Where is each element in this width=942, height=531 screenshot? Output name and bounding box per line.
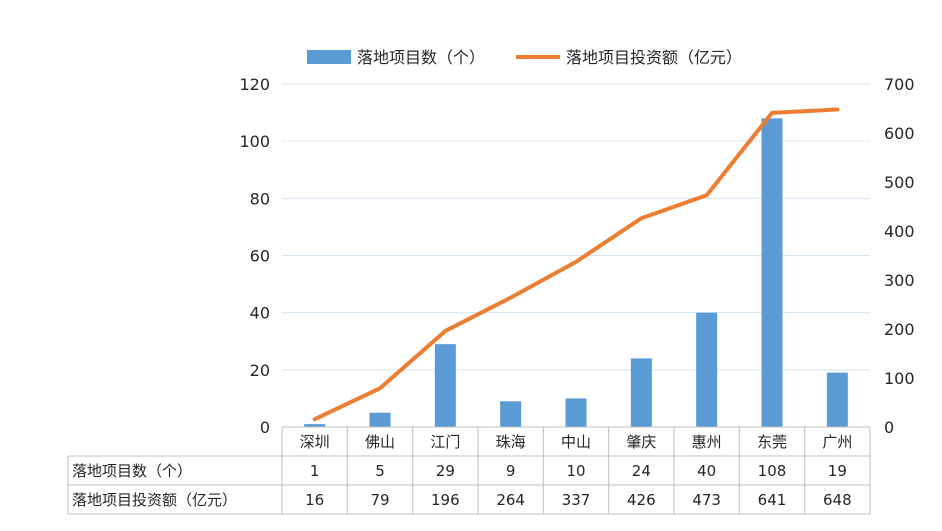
bar xyxy=(565,398,587,427)
bar xyxy=(304,424,326,427)
table-cell: 5 xyxy=(375,462,385,480)
bar xyxy=(630,358,652,427)
bar-series xyxy=(304,118,848,428)
category-label: 深圳 xyxy=(300,433,330,451)
right-tick-label: 500 xyxy=(884,173,915,192)
category-label: 广州 xyxy=(822,433,852,451)
right-y-axis: 0 100 200 300 400 500 600 700 xyxy=(884,75,915,437)
table-cell: 648 xyxy=(823,491,852,509)
table-cell: 641 xyxy=(758,491,787,509)
category-label: 东莞 xyxy=(757,433,787,451)
table-cell: 337 xyxy=(562,491,591,509)
left-tick-label: 0 xyxy=(260,418,270,437)
category-label: 珠海 xyxy=(496,433,526,451)
table-cell: 108 xyxy=(758,462,787,480)
right-tick-label: 200 xyxy=(884,320,915,339)
legend-bar-swatch xyxy=(307,50,351,64)
line-series xyxy=(312,107,840,422)
table-cell: 196 xyxy=(431,491,460,509)
table-cell: 473 xyxy=(692,491,721,509)
left-tick-label: 20 xyxy=(250,361,270,380)
table-cell: 29 xyxy=(436,462,455,480)
left-tick-label: 100 xyxy=(239,132,270,151)
right-tick-label: 300 xyxy=(884,271,915,290)
bar xyxy=(696,312,718,427)
left-y-axis: 0 20 40 60 80 100 120 xyxy=(239,75,270,437)
table-cell: 264 xyxy=(496,491,525,509)
category-label: 佛山 xyxy=(365,433,395,451)
right-tick-label: 700 xyxy=(884,75,915,94)
category-label: 中山 xyxy=(561,433,591,451)
bar xyxy=(434,344,456,427)
table-cell: 1 xyxy=(310,462,320,480)
category-label: 江门 xyxy=(430,433,460,451)
table-cell: 24 xyxy=(632,462,651,480)
table-cell: 19 xyxy=(828,462,847,480)
right-tick-label: 600 xyxy=(884,124,915,143)
table-cell: 16 xyxy=(305,491,324,509)
left-tick-label: 120 xyxy=(239,75,270,94)
table-cell: 9 xyxy=(506,462,516,480)
bar xyxy=(761,118,783,428)
table-cell: 10 xyxy=(566,462,585,480)
table-cell: 79 xyxy=(370,491,389,509)
table-cell: 426 xyxy=(627,491,656,509)
right-tick-label: 400 xyxy=(884,222,915,241)
left-tick-label: 80 xyxy=(250,189,270,208)
left-tick-label: 40 xyxy=(250,304,270,323)
category-label: 肇庆 xyxy=(626,433,656,451)
right-tick-label: 100 xyxy=(884,369,915,388)
legend-bar-label: 落地项目数（个） xyxy=(357,48,485,67)
legend-line-label: 落地项目投资额（亿元） xyxy=(566,48,742,67)
table-row-label: 落地项目数（个） xyxy=(72,462,192,480)
bar xyxy=(369,412,391,427)
table-row-label: 落地项目投资额（亿元） xyxy=(72,491,237,509)
table-cell: 40 xyxy=(697,462,716,480)
category-label: 惠州 xyxy=(692,433,722,451)
legend: 落地项目数（个） 落地项目投资额（亿元） xyxy=(307,48,742,67)
bar xyxy=(826,372,848,427)
bar xyxy=(500,401,522,427)
right-tick-label: 0 xyxy=(884,418,894,437)
left-tick-label: 60 xyxy=(250,247,270,266)
line-path xyxy=(312,107,840,422)
